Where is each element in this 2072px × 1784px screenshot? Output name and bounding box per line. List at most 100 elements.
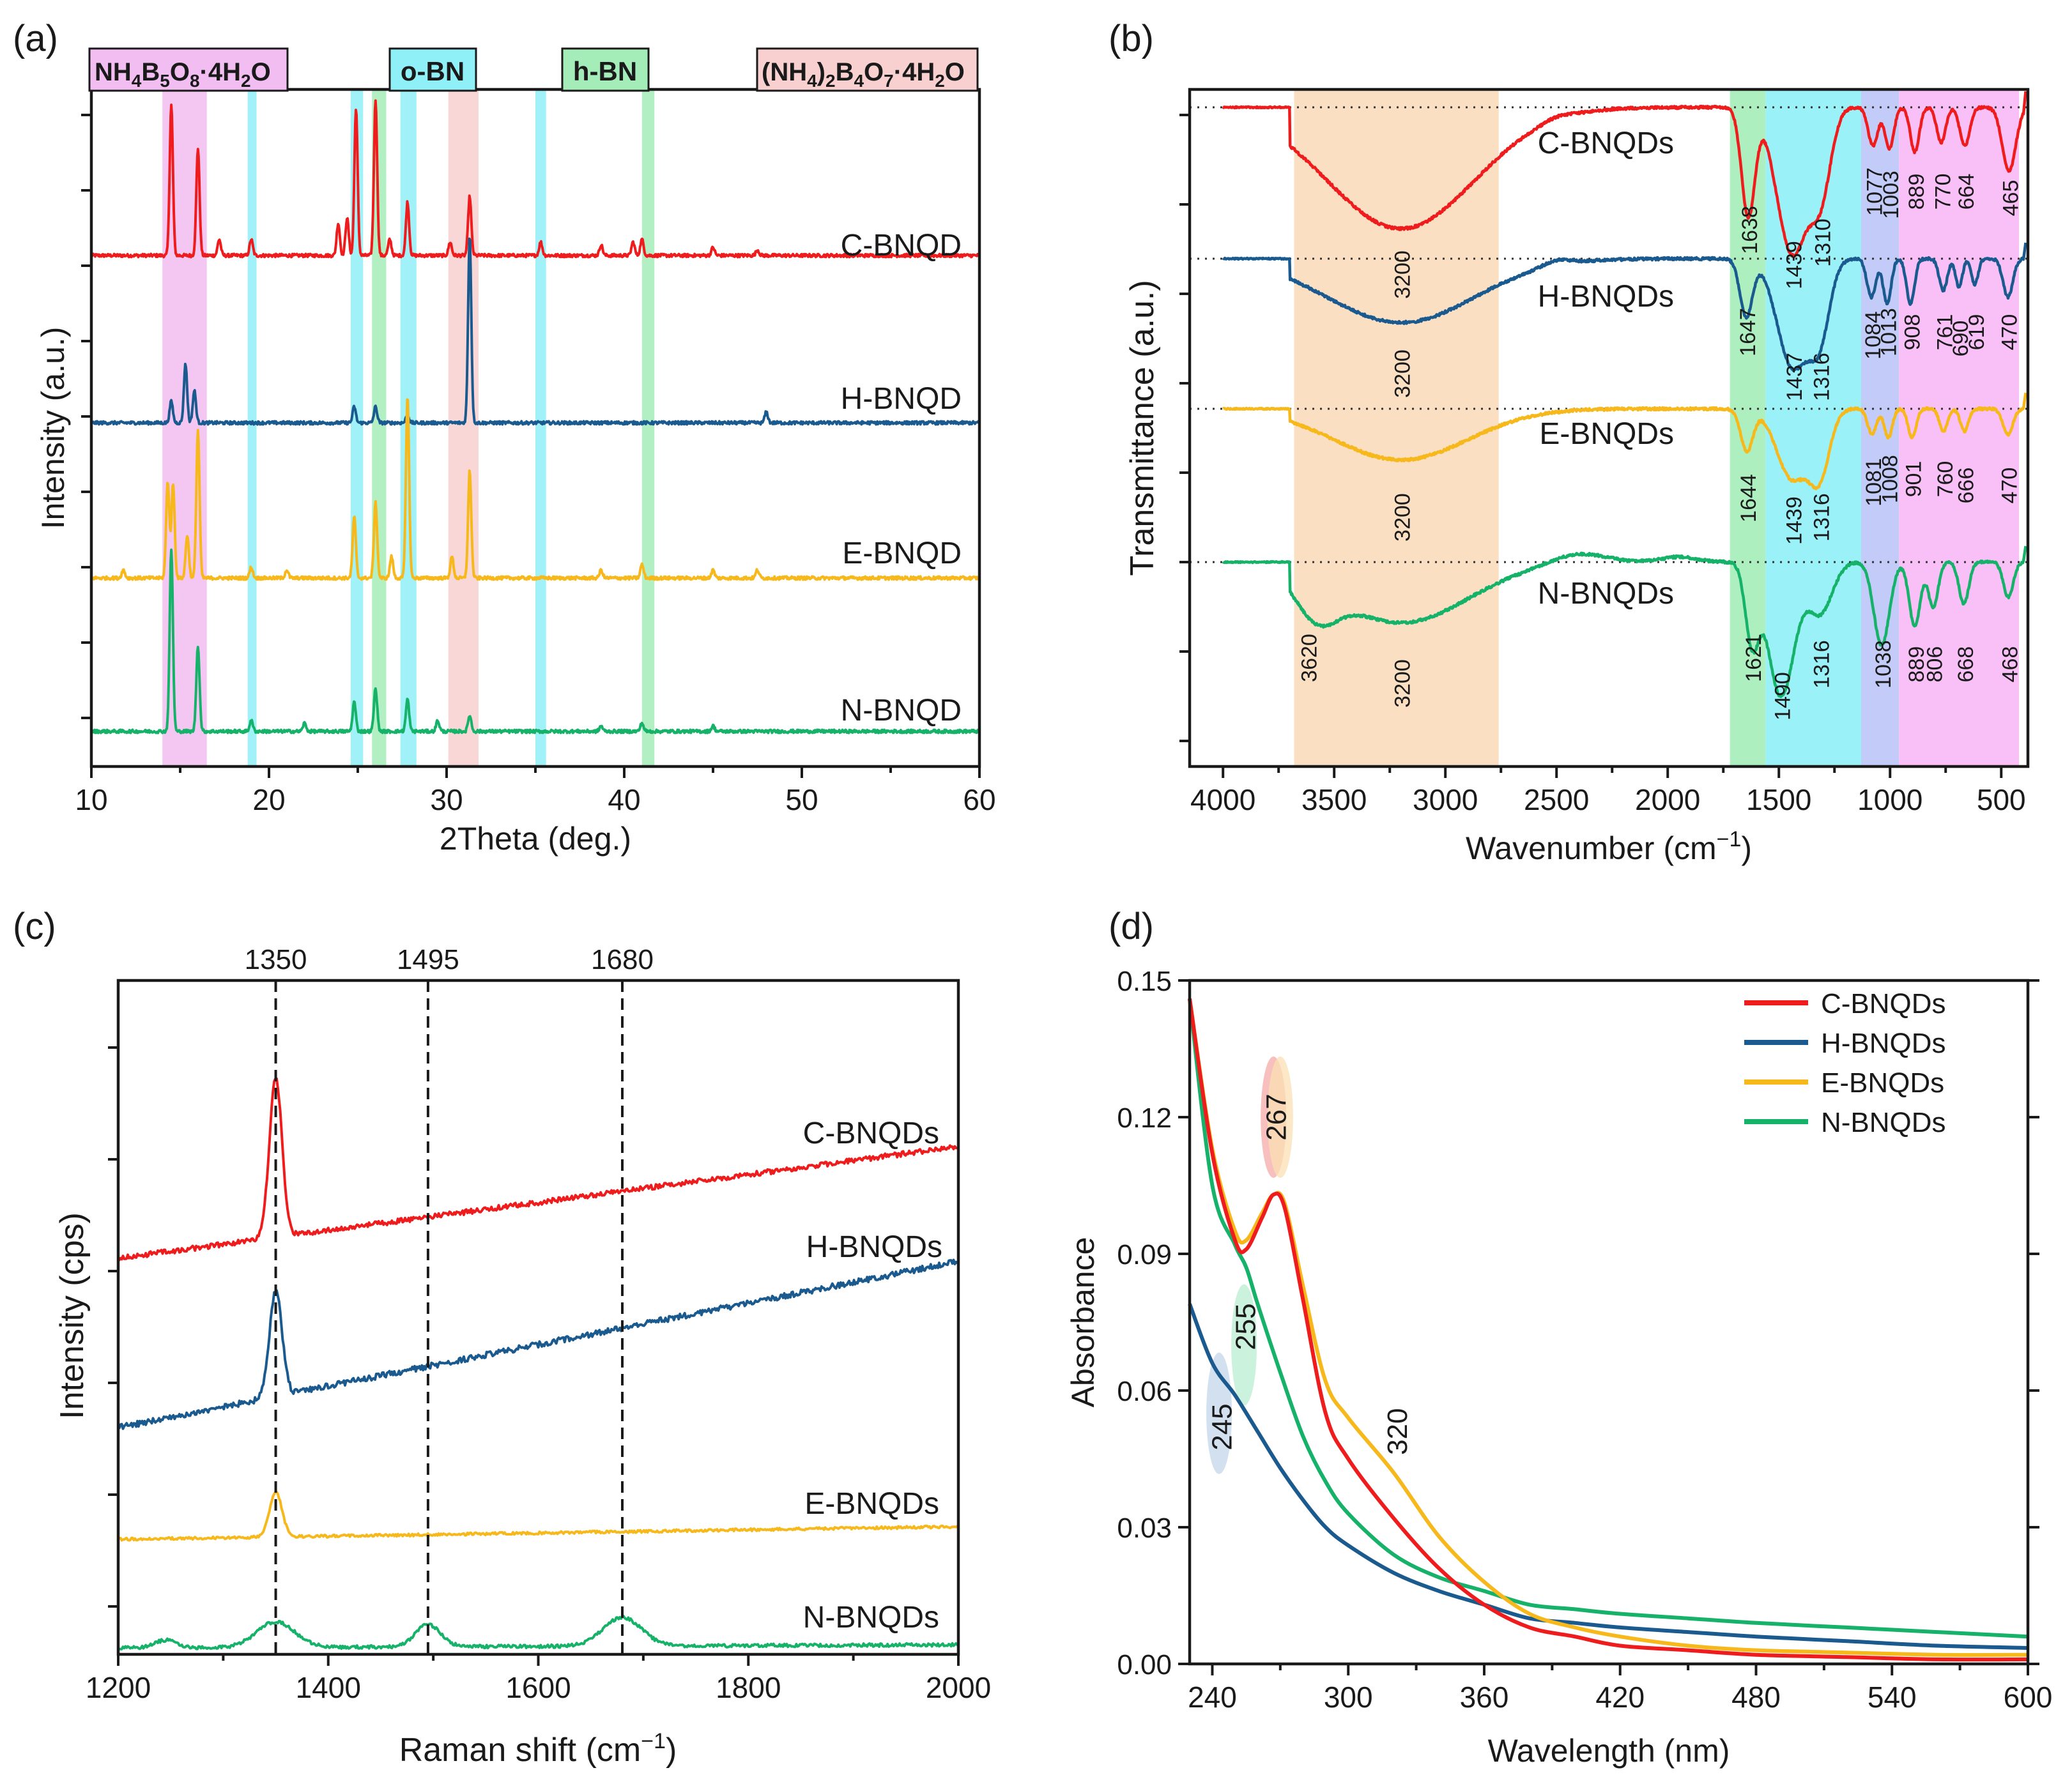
c-xtick-label: 1600 bbox=[505, 1671, 571, 1704]
b-baselines bbox=[1190, 106, 2028, 563]
panel-d-uvvis: (d) 267 255 245 320 240 300 360 420 480 540 600 0… bbox=[1065, 906, 2052, 1769]
d-xtick-label: 360 bbox=[1460, 1681, 1509, 1714]
a-xtick-label: 40 bbox=[608, 783, 640, 816]
b-x-ticks: 4000 3500 3000 2500 2000 1500 1000 500 bbox=[1190, 766, 2026, 816]
b-label-e: E-BNQDs bbox=[1539, 417, 1674, 451]
b-peak-label: 889 bbox=[1905, 174, 1929, 210]
d-series-N-BNQDs bbox=[1188, 998, 2029, 1639]
b-band-4 bbox=[1899, 89, 2020, 766]
a-xtick-label: 60 bbox=[963, 783, 995, 816]
c-label-h: H-BNQDs bbox=[806, 1230, 942, 1264]
d-ytick-label: 0.03 bbox=[1117, 1513, 1172, 1544]
d-legend-label: N-BNQDs bbox=[1821, 1107, 1946, 1138]
b-peak-label: 806 bbox=[1923, 646, 1947, 683]
d-annotation-label: 245 bbox=[1206, 1403, 1238, 1450]
b-series-group bbox=[1222, 91, 2027, 698]
b-peak-label: 1316 bbox=[1809, 493, 1834, 542]
a-series-H-BNQD bbox=[90, 237, 981, 426]
d-y-ticks: 0.00 0.03 0.06 0.09 0.12 0.15 bbox=[1117, 966, 2039, 1681]
c-xtick-label: 1800 bbox=[716, 1671, 781, 1704]
c-label-e: E-BNQDs bbox=[804, 1487, 939, 1521]
a-band-7 bbox=[641, 89, 655, 766]
b-peak-label: 1490 bbox=[1771, 672, 1795, 720]
d-y-axis-label: Absorbance bbox=[1065, 1237, 1101, 1408]
c-y-ticks bbox=[108, 1046, 118, 1608]
b-peak-label: 3200 bbox=[1391, 250, 1415, 299]
c-xtick-label: 1200 bbox=[86, 1671, 151, 1704]
c-series-H-BNQDs bbox=[117, 1258, 960, 1430]
b-xtick-label: 4000 bbox=[1190, 783, 1255, 816]
panel-b-ftir: (b) 4000 3500 3000 2500 2000 1500 1000 500 3200… bbox=[1109, 18, 2030, 866]
b-band-1 bbox=[1730, 89, 1766, 766]
b-peak-label: 668 bbox=[1954, 646, 1978, 683]
b-peak-label: 470 bbox=[1998, 468, 2022, 504]
d-ellipse bbox=[1267, 1056, 1293, 1178]
b-peak-label: 770 bbox=[1931, 174, 1955, 210]
svg-text:h-BN: h-BN bbox=[573, 56, 637, 86]
a-y-axis-label: Intensity (a.u.) bbox=[35, 327, 71, 530]
a-band-2 bbox=[350, 89, 364, 766]
c-label-n: N-BNQDs bbox=[803, 1601, 939, 1635]
d-annotation-label: 320 bbox=[1382, 1408, 1413, 1454]
a-band-1 bbox=[247, 89, 257, 766]
d-ytick-label: 0.06 bbox=[1117, 1376, 1172, 1407]
d-xtick-label: 420 bbox=[1595, 1681, 1645, 1714]
a-series-E-BNQD bbox=[91, 398, 981, 581]
b-peak-label: 470 bbox=[1998, 314, 2022, 351]
a-phase-label-1: NH4B5O8·4H2O bbox=[88, 47, 289, 92]
b-peak-label: 908 bbox=[1900, 314, 1924, 351]
d-legend-label: C-BNQDs bbox=[1821, 988, 1946, 1019]
panel-d-label: (d) bbox=[1109, 906, 1154, 947]
b-xtick-label: 3000 bbox=[1413, 783, 1478, 816]
b-peak-label: 1081 bbox=[1862, 458, 1886, 507]
c-label-c: C-BNQDs bbox=[803, 1117, 939, 1150]
d-series-group bbox=[1188, 998, 2029, 1662]
a-series-C-BNQD bbox=[90, 99, 980, 259]
a-label-n: N-BNQD bbox=[841, 694, 962, 728]
d-xtick-label: 300 bbox=[1324, 1681, 1373, 1714]
b-peak-label: 1437 bbox=[1783, 353, 1807, 401]
b-label-c: C-BNQDs bbox=[1538, 126, 1674, 160]
b-peak-label: 760 bbox=[1933, 461, 1958, 498]
a-phase-label-3: h-BN bbox=[561, 47, 650, 92]
b-peak-label: 1638 bbox=[1738, 206, 1762, 254]
b-peak-label: 1439 bbox=[1782, 241, 1806, 289]
d-legend-label: E-BNQDs bbox=[1821, 1067, 1944, 1099]
panel-a-xrd: (a) 10 20 30 40 50 60 NH4B5O8·4H2O o-BN h-BN … bbox=[13, 18, 996, 857]
c-series-group bbox=[117, 1077, 960, 1651]
b-peak-label: 3620 bbox=[1297, 634, 1321, 682]
a-x-axis-label: 2Theta (deg.) bbox=[440, 821, 631, 857]
d-xtick-label: 240 bbox=[1188, 1681, 1237, 1714]
c-x-axis-label: Raman shift (cm−1) bbox=[399, 1729, 677, 1769]
b-peak-label: 1008 bbox=[1878, 455, 1902, 503]
b-xtick-label: 1000 bbox=[1857, 783, 1922, 816]
b-xtick-label: 1500 bbox=[1746, 783, 1811, 816]
c-xtick-label: 1400 bbox=[296, 1671, 361, 1704]
c-series-E-BNQDs bbox=[117, 1490, 960, 1542]
a-series-N-BNQD bbox=[90, 548, 980, 735]
d-annotation-label: 255 bbox=[1231, 1303, 1262, 1350]
a-y-ticks bbox=[81, 114, 91, 719]
a-band-5 bbox=[448, 89, 479, 766]
c-ref-label: 1680 bbox=[591, 944, 654, 975]
b-series-N-BNQDs bbox=[1222, 545, 2027, 698]
d-ytick-label: 0.09 bbox=[1117, 1239, 1172, 1270]
b-peak-label: 1013 bbox=[1877, 308, 1901, 356]
a-phase-label-4: (NH4)2B4O7·4H2O bbox=[756, 47, 979, 92]
b-series-H-BNQDs bbox=[1222, 242, 2027, 372]
a-band-6 bbox=[535, 89, 546, 766]
b-peak-label: 3200 bbox=[1391, 349, 1415, 398]
d-series-E-BNQDs bbox=[1188, 998, 2029, 1657]
a-series-group bbox=[90, 99, 981, 735]
b-label-n: N-BNQDs bbox=[1538, 577, 1674, 611]
b-band-2 bbox=[1765, 89, 1861, 766]
d-ellipse bbox=[1231, 1284, 1257, 1406]
panel-c-raman: (c) 1350 1495 1680 1200 1400 1600 1800 2000 C-… bbox=[13, 906, 991, 1769]
b-peak-label: 1310 bbox=[1811, 218, 1835, 267]
b-y-axis-label: Transmittance (a.u.) bbox=[1124, 280, 1161, 576]
b-peak-label: 1003 bbox=[1879, 171, 1903, 219]
b-peak-label: 889 bbox=[1905, 646, 1929, 683]
b-peak-label: 901 bbox=[1902, 461, 1926, 498]
